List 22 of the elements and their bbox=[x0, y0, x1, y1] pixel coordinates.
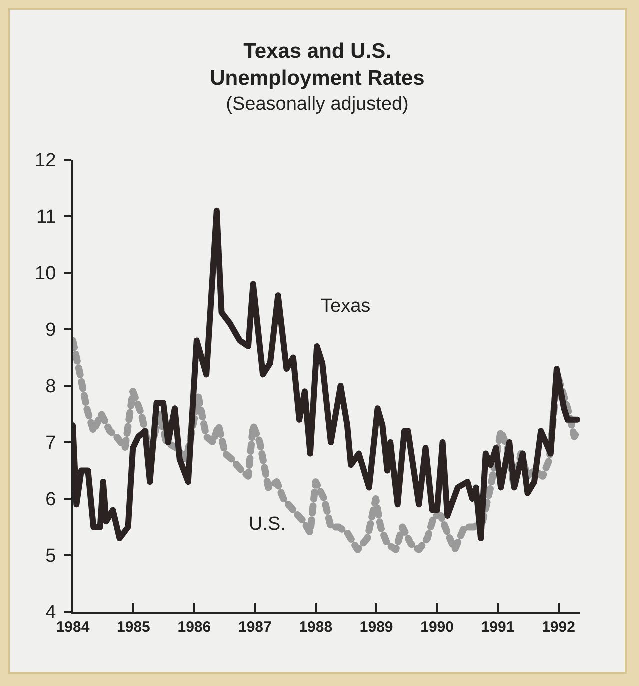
y-tick-label: 11 bbox=[36, 207, 56, 228]
x-tick-label: 1985 bbox=[117, 619, 150, 636]
y-tick-label: 12 bbox=[35, 150, 56, 172]
y-tick-label: 8 bbox=[46, 376, 56, 398]
chart-title: Texas and U.S. Unemployment Rates bbox=[209, 39, 426, 92]
y-tick-label: 6 bbox=[46, 490, 56, 511]
x-tick-label: 1991 bbox=[481, 619, 515, 636]
x-tick-label: 1988 bbox=[299, 619, 333, 636]
y-tick-label: 10 bbox=[35, 264, 56, 285]
y-tick-label: 4 bbox=[46, 602, 57, 624]
x-tick-label: 1984 bbox=[56, 619, 90, 636]
y-tick-label: 9 bbox=[46, 320, 56, 342]
x-tick-label: 1989 bbox=[360, 619, 394, 636]
y-tick-label: 5 bbox=[46, 546, 56, 568]
chart-subtitle: (Seasonally adjusted) bbox=[225, 93, 410, 117]
x-tick-label: 1987 bbox=[238, 619, 272, 636]
x-tick-label: 1992 bbox=[542, 619, 576, 636]
x-tick-label: 1986 bbox=[178, 619, 212, 636]
y-tick-label: 7 bbox=[46, 433, 56, 454]
series-label: U.S. bbox=[249, 514, 286, 535]
x-tick-label: 1990 bbox=[420, 619, 454, 636]
series-label: Texas bbox=[321, 296, 371, 317]
